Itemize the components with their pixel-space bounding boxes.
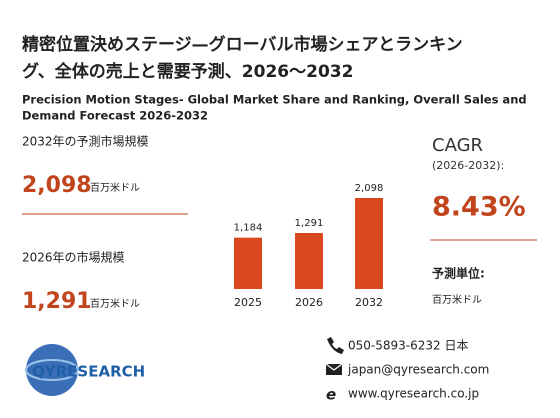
forecast-value: 2,098	[22, 173, 92, 198]
logo: QYRESEARCH	[25, 344, 145, 396]
logo-text: QYRESEARCH	[32, 363, 145, 381]
forecast-unit: 百万米ドル	[90, 181, 140, 194]
x-tick-label: 2025	[234, 296, 262, 309]
logo-ring	[25, 359, 79, 381]
email: japan@qyresearch.com	[347, 363, 489, 377]
current-unit: 百万米ドル	[90, 297, 140, 310]
unit-value: 百万米ドル	[432, 293, 482, 306]
unit-label: 予測単位:	[432, 266, 485, 281]
web: www.qyresearch.co.jp	[348, 387, 479, 401]
current-label: 2026年の市場規模	[22, 250, 125, 265]
logo-globe	[26, 344, 78, 396]
cagr-period: (2026-2032):	[432, 159, 504, 172]
subtitle: Precision Motion Stages- Global Market S…	[22, 93, 527, 107]
bar	[234, 237, 262, 289]
forecast-label: 2032年の予測市場規模	[22, 134, 149, 149]
x-tick-label: 2026	[295, 296, 323, 309]
bar	[355, 198, 383, 289]
phone: 050-5893-6232 日本	[348, 339, 468, 353]
contact: 050-5893-6232 日本 japan@qyresearch.com e …	[325, 337, 489, 404]
cagr-label: CAGR	[432, 135, 483, 156]
cagr-value: 8.43%	[432, 192, 526, 223]
value-label: 2,098	[355, 183, 384, 194]
value-label: 1,291	[295, 218, 324, 229]
mail-icon-flap	[325, 363, 343, 371]
title: グ、全体の売上と需要予測、2026～2032	[22, 61, 353, 82]
x-tick-label: 2032	[355, 296, 383, 309]
current-value: 1,291	[22, 289, 92, 314]
bar	[295, 233, 323, 289]
subtitle: Demand Forecast 2026-2032	[22, 109, 208, 123]
phone-icon	[327, 337, 344, 354]
value-label: 1,184	[234, 223, 263, 234]
web-icon: e	[326, 386, 336, 404]
title: 精密位置決めステージ—グローバル市場シェアとランキン	[22, 34, 463, 55]
bar-chart: 1,184 2025 1,291 2026 2,098 2032	[234, 183, 384, 309]
